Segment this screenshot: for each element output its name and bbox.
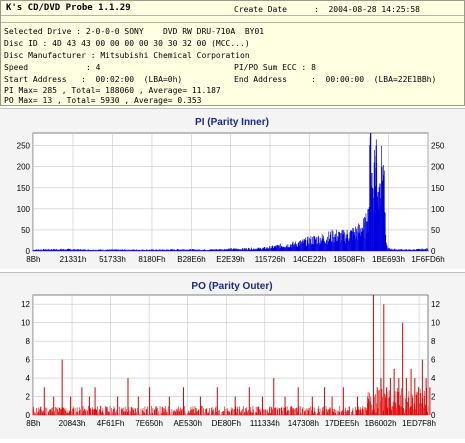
po-xtick: AE530h — [173, 419, 201, 428]
pi-xtick: 8Bh — [26, 255, 40, 264]
speed-label: Speed — [4, 63, 29, 72]
header-divider — [1, 15, 464, 16]
info-header: K's CD/DVD Probe 1.1.29 Create Date : 20… — [0, 0, 465, 106]
app-title: K's CD/DVD Probe 1.1.29 — [3, 2, 134, 15]
po-ytick-right: 8 — [431, 337, 436, 346]
po-xtick: 7E650h — [135, 419, 163, 428]
po-xtick: 1B6002h — [364, 419, 396, 428]
pi-ytick-right: 250 — [431, 142, 445, 151]
selected-drive: Selected Drive : 2-0-0-0 SONY DVD RW DRU… — [4, 27, 265, 36]
pi-xtick: 51733h — [99, 255, 126, 264]
pi-xtick: 8180Fh — [138, 255, 165, 264]
pi-ytick-right: 100 — [431, 205, 445, 214]
pi-chart: PI (Parity Inner) 0 0 50 50 100 100 150 150 200 20… — [17, 117, 445, 264]
speed-value: : 4 — [86, 63, 101, 72]
po-ytick-left: 2 — [26, 393, 31, 402]
po-stats: PO Max= 13 , Total= 5930 , Average= 0.35… — [4, 96, 202, 105]
pi-xtick: B28E6h — [177, 255, 205, 264]
pi-xtick: 115726h — [255, 255, 286, 264]
po-xtick: DE80Fh — [212, 419, 241, 428]
pi-ytick-right: 50 — [431, 226, 440, 235]
po-ytick-left: 4 — [26, 374, 31, 383]
pi-xtick: 1BE693h — [372, 255, 405, 264]
po-ytick-right: 2 — [431, 393, 436, 402]
po-xtick: 147308h — [288, 419, 319, 428]
po-chart: PO (Parity Outer) 0 0 2 2 4 4 6 6 8 8 10 10 12 12 8Bh 20… — [21, 281, 440, 428]
po-ytick-right: 4 — [431, 374, 436, 383]
pi-ytick-left: 200 — [17, 163, 31, 172]
po-chart-panel: PO (Parity Outer) 0 0 2 2 4 4 6 6 8 8 10 10 12 12 8Bh 20… — [0, 272, 465, 439]
disc-id: Disc ID : 4D 43 43 00 00 00 00 30 30 32 … — [4, 39, 250, 48]
po-xtick: 1ED7F8h — [402, 419, 436, 428]
po-xtick: 20843h — [59, 419, 86, 428]
po-xtick: 17DEE5h — [325, 419, 359, 428]
pi-ytick-right: 150 — [431, 184, 445, 193]
pi-xtick: 1F6FD6h — [411, 255, 444, 264]
pi-xtick: E2E39h — [216, 255, 244, 264]
pi-ytick-left: 0 — [26, 247, 31, 256]
pi-ytick-left: 100 — [17, 205, 31, 214]
pi-ytick-right: 0 — [431, 247, 436, 256]
po-ytick-right: 0 — [431, 411, 436, 420]
po-ytick-right: 6 — [431, 356, 436, 365]
pi-chart-panel: PI (Parity Inner) 0 0 50 50 100 100 150 150 200 20… — [0, 108, 465, 269]
po-ytick-left: 8 — [26, 337, 31, 346]
po-xtick: 111334h — [250, 419, 280, 428]
pi-xtick: 18508Fh — [333, 255, 365, 264]
pi-xtick: 21331h — [60, 255, 87, 264]
po-ytick-right: 12 — [431, 300, 440, 309]
pi-ytick-left: 50 — [21, 226, 30, 235]
po-ytick-right: 10 — [431, 319, 440, 328]
start-address: Start Address : 00:02:00 (LBA=0h) — [4, 75, 183, 84]
pi-ytick-right: 200 — [431, 163, 445, 172]
pi-ytick-left: 250 — [17, 142, 31, 151]
header-divider — [1, 22, 464, 23]
pi-stats: PI Max= 285 , Total= 188060 , Average= 1… — [4, 86, 221, 95]
pi-ytick-left: 150 — [17, 184, 31, 193]
po-ytick-left: 12 — [21, 300, 30, 309]
po-ytick-left: 10 — [21, 319, 30, 328]
pi-title: PI (Parity Inner) — [195, 117, 269, 128]
pipo-sum-ecc: PI/PO Sum ECC : 8 — [234, 63, 316, 72]
disc-manufacturer: Disc Manufacturer : Mitsubishi Chemical … — [4, 51, 250, 60]
create-date-value: : 2004-08-28 14:25:58 — [314, 5, 420, 14]
po-xtick: 8Bh — [26, 419, 40, 428]
end-address: End Address : 00:00:00 (LBA=22E1BBh) — [234, 75, 437, 84]
create-date-label: Create Date — [234, 5, 287, 14]
po-ytick-left: 6 — [26, 356, 31, 365]
pi-xtick: 14CE22h — [293, 255, 326, 264]
po-xtick: 4F61Fh — [97, 419, 125, 428]
po-title: PO (Parity Outer) — [191, 281, 272, 292]
po-ytick-left: 0 — [26, 411, 31, 420]
po-plot-area — [32, 294, 429, 416]
